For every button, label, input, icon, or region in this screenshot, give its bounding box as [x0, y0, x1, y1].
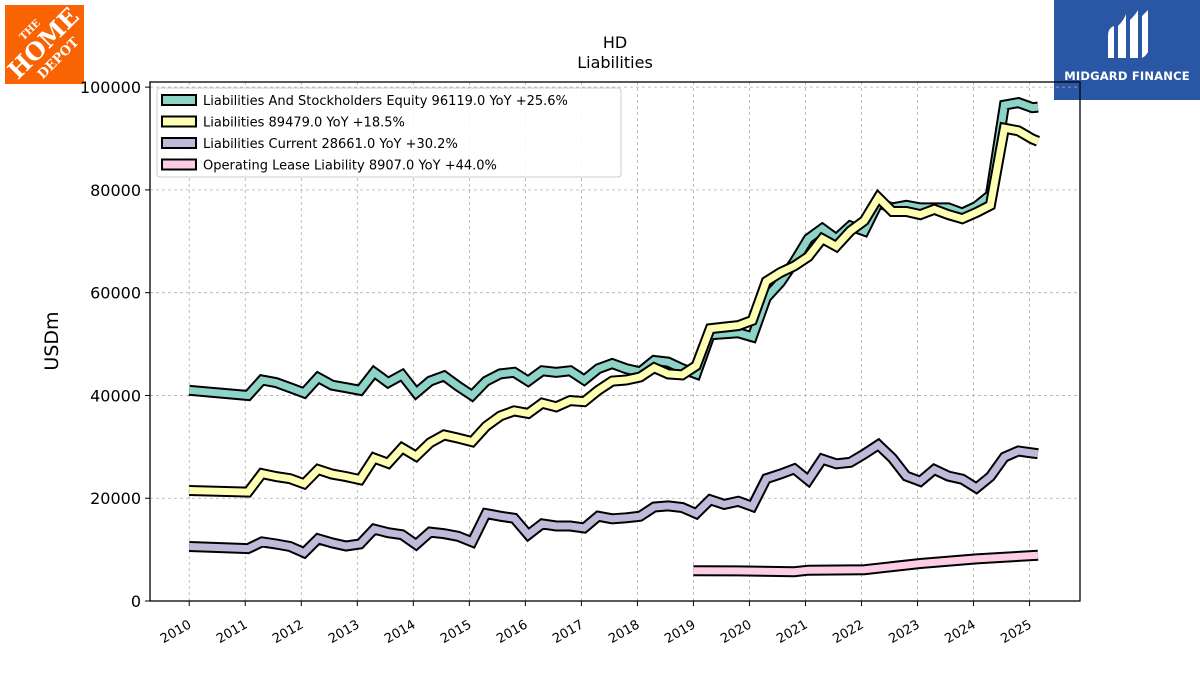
x-tick-label: 2015 — [438, 617, 474, 647]
legend-swatch — [161, 137, 197, 149]
legend-swatch — [161, 115, 197, 128]
plot-frame — [149, 81, 1081, 602]
x-tick-label: 2019 — [662, 617, 698, 647]
y-tick-label: 0 — [131, 592, 141, 611]
legend-entry: Liabilities And Stockholders Equity 9611… — [203, 94, 568, 109]
y-tick-label: 80000 — [90, 181, 141, 200]
legend-box — [156, 87, 622, 178]
legend-entry: Operating Lease Liability 8907.0 YoY +44… — [203, 159, 497, 174]
legend-swatch — [161, 158, 197, 171]
x-tick-label: 2022 — [830, 617, 866, 647]
legend-entry: Liabilities 89479.0 YoY +18.5% — [203, 116, 405, 131]
midgard-finance-emblem — [1108, 10, 1148, 58]
y-tick-label: 20000 — [90, 489, 141, 508]
x-tick-label: 2024 — [942, 617, 978, 647]
x-tick-label: 2014 — [382, 617, 418, 647]
series-line-3 — [693, 551, 1039, 576]
x-tick-label: 2013 — [326, 617, 362, 647]
x-tick-label: 2021 — [774, 617, 810, 647]
y-tick-label: 60000 — [90, 284, 141, 303]
y-tick-label: 40000 — [90, 386, 141, 405]
chart-subtitle: Liabilities — [577, 53, 653, 72]
legend: Liabilities And Stockholders Equity 9611… — [156, 87, 622, 178]
chart-title: HD — [603, 33, 627, 52]
home-depot-logo: THE HOME DEPOT — [5, 5, 84, 84]
x-tick-label: 2023 — [886, 617, 922, 647]
midgard-finance-wordmark: MIDGARD FINANCE — [1064, 69, 1190, 83]
x-tick-label: 2017 — [550, 617, 586, 647]
series-line-2 — [189, 440, 1039, 557]
legend-entry: Liabilities Current 28661.0 YoY +30.2% — [203, 137, 458, 152]
x-tick-label: 2011 — [214, 617, 250, 647]
midgard-finance-logo: MIDGARD FINANCE — [1054, 0, 1200, 100]
x-tick-label: 2020 — [718, 617, 754, 647]
y-tick-label: 100000 — [80, 78, 141, 97]
legend-swatch — [161, 94, 197, 106]
series-line-1 — [189, 124, 1040, 496]
x-tick-label: 2010 — [158, 617, 194, 647]
x-tick-label: 2012 — [270, 617, 306, 647]
x-tick-label: 2018 — [606, 617, 642, 647]
y-axis-label: USDm — [41, 311, 63, 370]
x-tick-label: 2016 — [494, 617, 530, 647]
x-tick-label: 2025 — [998, 617, 1034, 647]
series-lines — [188, 96, 1041, 578]
series-outline-1 — [189, 121, 1041, 498]
home-depot-logo-art: THE HOME DEPOT — [5, 5, 84, 84]
